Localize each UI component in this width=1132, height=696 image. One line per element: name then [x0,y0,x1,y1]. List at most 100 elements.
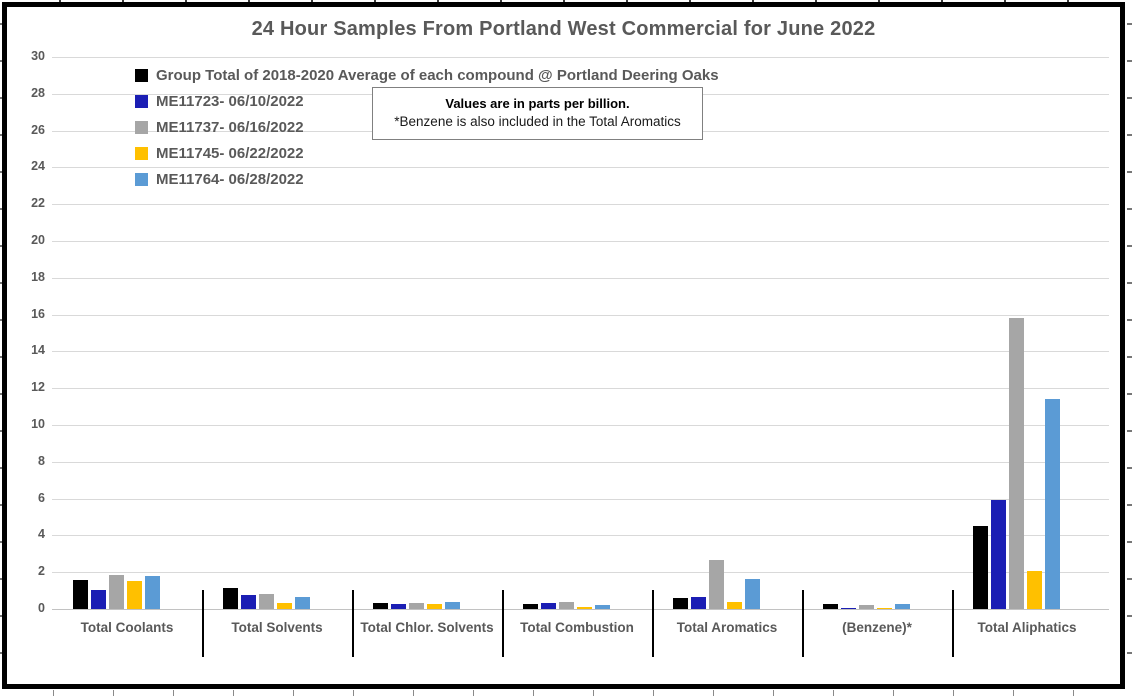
bar[interactable] [823,604,838,609]
category-separator [652,590,654,657]
legend-item[interactable]: Group Total of 2018-2020 Average of each… [135,65,719,85]
legend-item[interactable]: ME11745- 06/22/2022 [135,143,719,163]
gridline [52,609,1109,610]
spreadsheet-column-gridline-ticks-bottom [0,690,1132,696]
chart-canvas: 0 2 4 6 8 10 12 14 16 18 20 22 24 26 28 30 Total Coolant… [7,7,1120,684]
legend: Group Total of 2018-2020 Average of each… [135,65,719,195]
category-axis-label: Total Aromatics [676,620,778,635]
annotation-line-2: *Benzene is also included in the Total A… [394,114,681,129]
bar[interactable] [877,608,892,609]
bar[interactable] [859,605,874,609]
y-axis-tick-label: 0 [38,601,45,615]
y-axis-tick-label: 12 [31,380,45,394]
legend-color-swatch-icon [135,94,148,108]
gridline [52,462,1109,463]
category-axis-label: Total Aliphatics [977,620,1077,635]
category-axis-label: Total Combustion [520,620,634,635]
bar[interactable] [745,579,760,609]
bar[interactable] [109,575,124,609]
bar[interactable] [709,560,724,609]
legend-label: ME11723- 06/10/2022 [156,92,304,110]
bar[interactable] [727,602,742,609]
legend-item[interactable]: ME11737- 06/16/2022 [135,117,719,137]
bar[interactable] [1045,399,1060,609]
bar[interactable] [127,581,142,609]
bar[interactable] [691,597,706,609]
gridline [52,425,1109,426]
gridline [52,167,1109,168]
bar[interactable] [1027,571,1042,609]
legend-label: ME11737- 06/16/2022 [156,118,304,136]
bar[interactable] [91,590,106,609]
y-axis-tick-label: 28 [31,86,45,100]
y-axis-tick-label: 6 [38,491,45,505]
gridline [52,535,1109,536]
y-axis-tick-label: 4 [38,527,45,541]
bar[interactable] [577,607,592,609]
bar[interactable] [391,604,406,609]
category-separator [502,590,504,657]
y-axis-tick-label: 22 [31,196,45,210]
bar[interactable] [373,603,388,609]
category-separator [202,590,204,657]
gridline [52,241,1109,242]
spreadsheet-column-gridline-ticks-top [0,0,1132,2]
gridline [52,499,1109,500]
annotation-line-1: Values are in parts per billion. [445,96,630,111]
bar[interactable] [841,608,856,609]
gridline [52,57,1109,58]
y-axis-tick-label: 8 [38,454,45,468]
legend-item[interactable]: ME11764- 06/28/2022 [135,169,719,189]
spreadsheet-row-gridline-ticks-right [1127,0,1132,696]
legend-color-swatch-icon [135,120,148,134]
bar[interactable] [991,500,1006,609]
bar[interactable] [895,604,910,609]
bar[interactable] [1009,318,1024,609]
gridline [52,278,1109,279]
bar[interactable] [973,526,988,609]
bar[interactable] [541,603,556,609]
category-axis-label: Total Solvents [231,620,323,635]
y-axis-tick-label: 18 [31,270,45,284]
bar[interactable] [73,580,88,609]
annotation-box: Values are in parts per billion. *Benzen… [372,87,703,140]
bar[interactable] [223,588,238,609]
category-axis-label: Total Chlor. Solvents [360,620,494,635]
y-axis-tick-label: 14 [31,343,45,357]
y-axis-tick-label: 2 [38,564,45,578]
gridline [52,204,1109,205]
bar[interactable] [241,595,256,609]
y-axis-tick-label: 16 [31,307,45,321]
bar[interactable] [145,576,160,609]
category-separator [352,590,354,657]
category-separator [952,590,954,657]
y-axis-tick-label: 20 [31,233,45,247]
bar[interactable] [277,603,292,609]
legend-label: ME11745- 06/22/2022 [156,144,304,162]
bar[interactable] [295,597,310,609]
bar[interactable] [445,602,460,609]
bar[interactable] [595,605,610,609]
category-separator [802,590,804,657]
gridline [52,351,1109,352]
category-axis-label: (Benzene)* [842,620,912,635]
legend-color-swatch-icon [135,146,148,160]
y-axis-tick-label: 30 [31,49,45,63]
gridline [52,315,1109,316]
category-axis-label: Total Coolants [80,620,174,635]
bar[interactable] [673,598,688,609]
gridline [52,388,1109,389]
bar[interactable] [523,604,538,609]
chart-object[interactable]: 0 2 4 6 8 10 12 14 16 18 20 22 24 26 28 30 Total Coolant… [2,2,1125,689]
bar[interactable] [259,594,274,609]
bar[interactable] [409,603,424,609]
bar[interactable] [559,602,574,609]
legend-color-swatch-icon [135,172,148,186]
bar[interactable] [427,604,442,609]
legend-item[interactable]: ME11723- 06/10/2022 [135,91,719,111]
spreadsheet-row-gridline-ticks-left [0,0,2,696]
gridline [52,572,1109,573]
legend-label: ME11764- 06/28/2022 [156,170,304,188]
legend-label: Group Total of 2018-2020 Average of each… [156,66,719,84]
